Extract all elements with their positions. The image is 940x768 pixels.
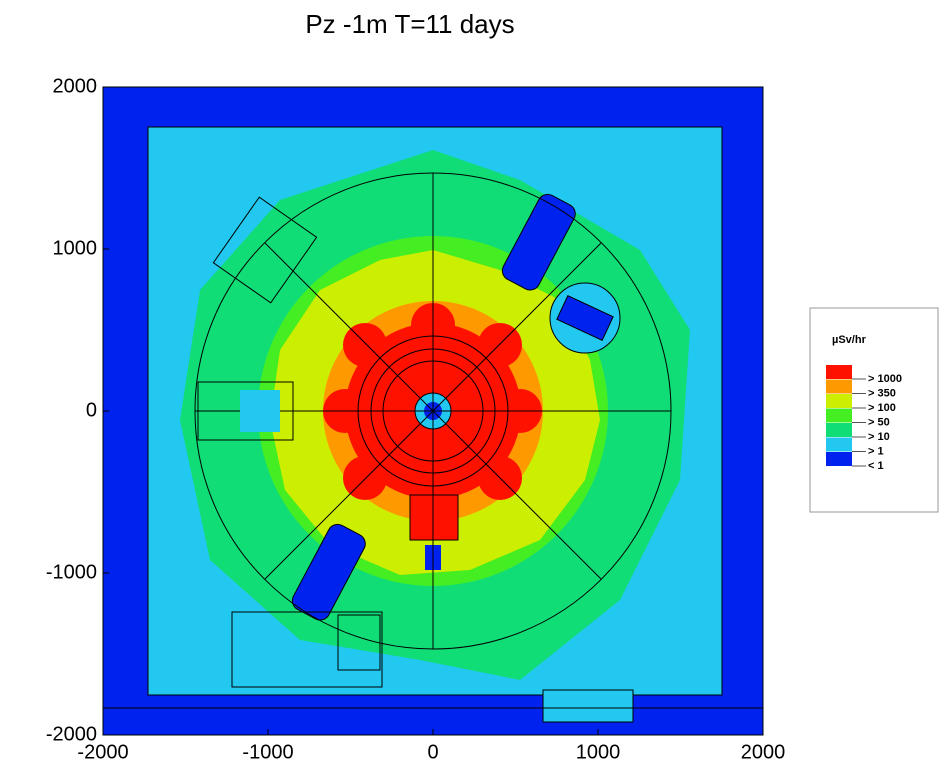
y-tick-label: -1000 — [46, 561, 97, 583]
x-tick-label: -2000 — [77, 741, 128, 763]
x-tick-label: -1000 — [242, 741, 293, 763]
chart-title: Pz -1m T=11 days — [305, 9, 514, 39]
legend-swatch — [826, 365, 852, 379]
legend-label: < 1 — [868, 460, 884, 472]
legend-label: > 50 — [868, 416, 890, 428]
x-tick-label: 0 — [427, 741, 438, 763]
legend-swatch — [826, 423, 852, 437]
y-tick-label: -2000 — [46, 723, 97, 745]
legend-swatch — [826, 408, 852, 423]
y-tick-label: 0 — [86, 399, 97, 421]
dose-map — [103, 87, 763, 735]
legend-label: > 1 — [868, 445, 884, 457]
legend-swatch — [826, 379, 852, 394]
legend-title: µSv/hr — [832, 334, 867, 346]
legend-swatch — [826, 452, 852, 466]
x-tick-label: 2000 — [741, 741, 786, 763]
legend-label: > 10 — [868, 431, 890, 443]
x-tick-label: 1000 — [576, 741, 621, 763]
y-tick-label: 1000 — [53, 237, 98, 259]
y-tick-label: 2000 — [53, 75, 98, 97]
legend-swatch — [826, 437, 852, 452]
legend-label: > 100 — [868, 402, 896, 414]
legend-label: > 350 — [868, 387, 896, 399]
legend-swatch — [826, 394, 852, 408]
legend-label: > 1000 — [868, 373, 902, 385]
